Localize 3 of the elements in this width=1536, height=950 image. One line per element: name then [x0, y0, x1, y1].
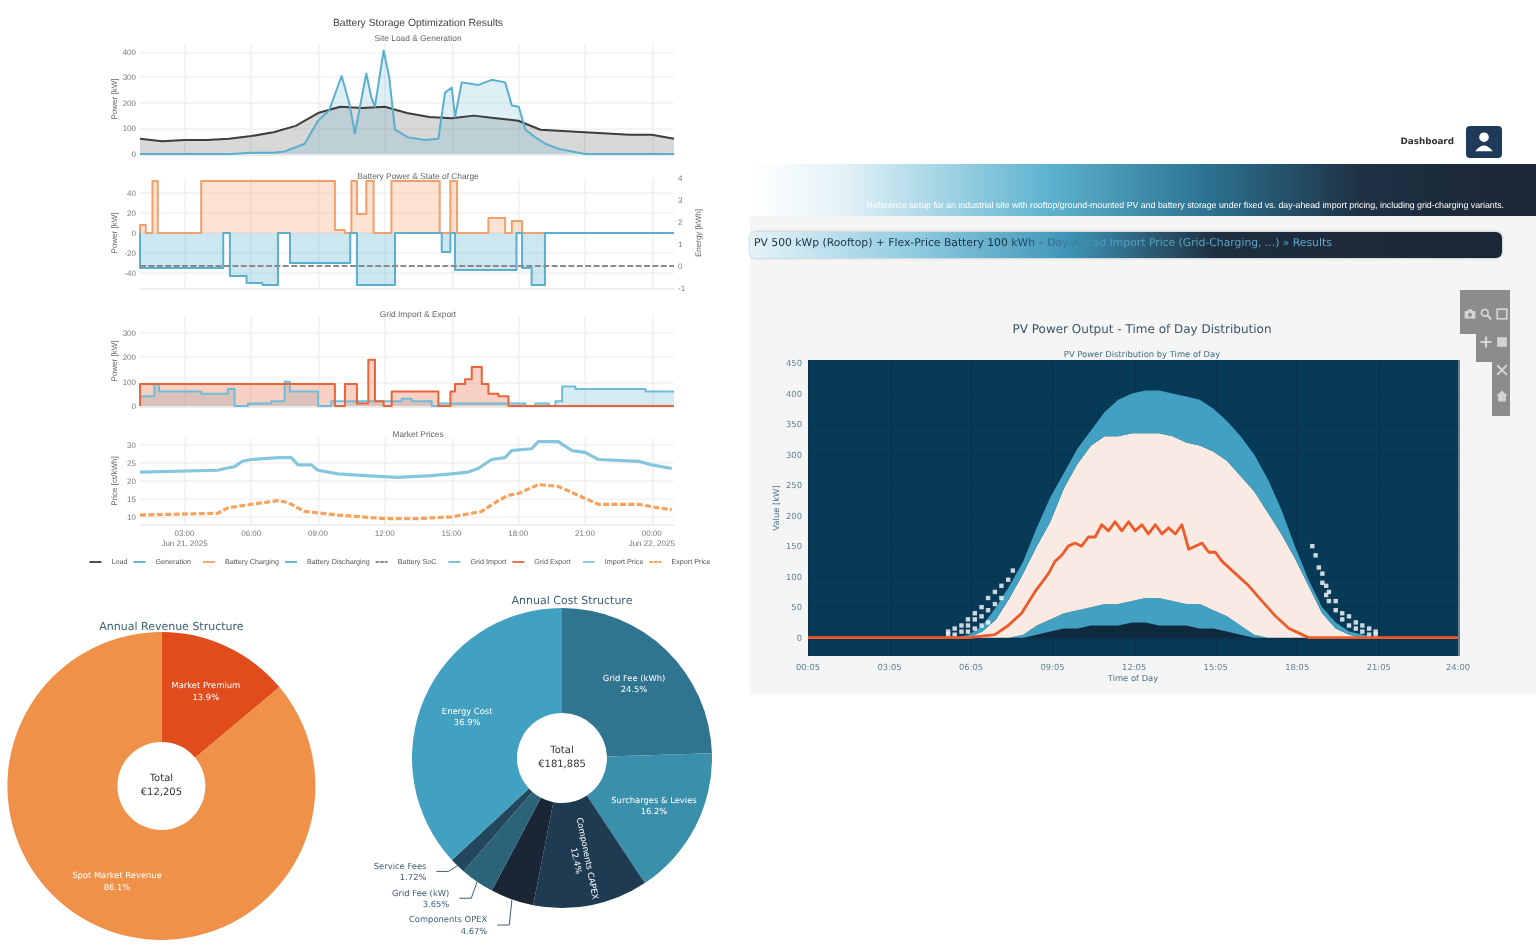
line-series	[138, 482, 674, 521]
line-series	[138, 439, 674, 480]
line-series	[806, 520, 1460, 640]
